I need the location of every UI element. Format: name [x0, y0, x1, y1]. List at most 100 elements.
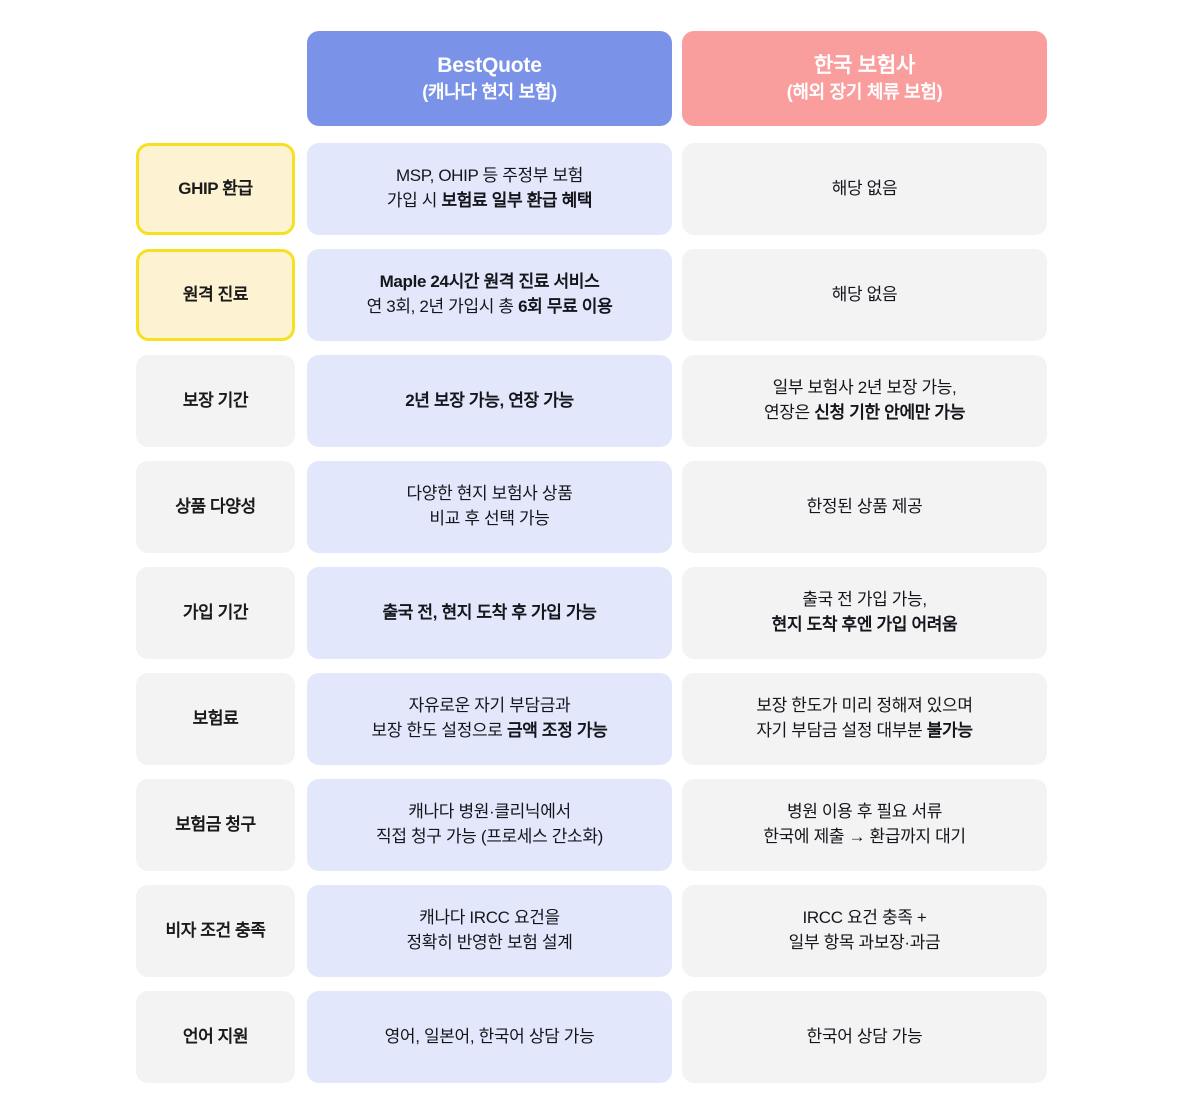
- korean-insurer-cell-2: 일부 보험사 2년 보장 가능, 연장은 신청 기한 안에만 가능: [682, 355, 1047, 447]
- korean-insurer-cell-6: 병원 이용 후 필요 서류 한국에 제출 → 환급까지 대기: [682, 779, 1047, 871]
- column-gap: [295, 673, 307, 765]
- cell-line: IRCC 요건 충족 +: [802, 908, 927, 928]
- row-label-text: 상품 다양성: [175, 496, 256, 516]
- korean-insurer-cell-1: 해당 없음: [682, 249, 1047, 341]
- row-label-text: 보험료: [192, 708, 239, 728]
- row-label-4: 가입 기간: [136, 567, 295, 659]
- table-row: 언어 지원 영어, 일본어, 한국어 상담 가능 한국어 상담 가능: [136, 991, 1047, 1083]
- header-bestquote-subtitle: (캐나다 현지 보험): [422, 82, 557, 103]
- cell-line: 연 3회, 2년 가입시 총 6회 무료 이용: [366, 297, 613, 316]
- korean-insurer-cell-0: 해당 없음: [682, 143, 1047, 235]
- cell-line: 일부 항목 과보장·과금: [788, 933, 941, 952]
- row-label-7: 비자 조건 충족: [136, 885, 295, 977]
- cell-line: 병원 이용 후 필요 서류: [786, 802, 943, 822]
- row-label-text: 원격 진료: [182, 284, 249, 304]
- bestquote-cell-2: 2년 보장 가능, 연장 가능: [307, 355, 672, 447]
- table-row: 보험료 자유로운 자기 부담금과 보장 한도 설정으로 금액 조정 가능 보장 한도가…: [136, 673, 1047, 765]
- header-bestquote: BestQuote (캐나다 현지 보험): [307, 31, 672, 126]
- table-row: 보장 기간 2년 보장 가능, 연장 가능 일부 보험사 2년 보장 가능, 연장은 …: [136, 355, 1047, 447]
- cell-line: 일부 보험사 2년 보장 가능,: [772, 378, 957, 398]
- cell-line: 연장은 신청 기한 안에만 가능: [764, 403, 965, 422]
- table-row: 가입 기간 출국 전, 현지 도착 후 가입 가능 출국 전 가입 가능, 현지 도착…: [136, 567, 1047, 659]
- cell-line: 다양한 현지 보험사 상품: [406, 484, 573, 504]
- column-gap: [672, 779, 682, 871]
- row-label-text: 언어 지원: [182, 1026, 249, 1046]
- column-gap: [672, 355, 682, 447]
- cell-line: MSP, OHIP 등 주정부 보험: [395, 166, 584, 186]
- cell-line: 자유로운 자기 부담금과: [408, 696, 571, 716]
- cell-line: 해당 없음: [831, 178, 898, 198]
- column-gap: [295, 885, 307, 977]
- cell-line: Maple 24시간 원격 진료 서비스: [379, 272, 600, 292]
- cell-line: 가입 시 보험료 일부 환급 혜택: [386, 191, 593, 210]
- bestquote-cell-8: 영어, 일본어, 한국어 상담 가능: [307, 991, 672, 1083]
- cell-line: 자기 부담금 설정 대부분 불가능: [756, 721, 973, 740]
- header-korean-insurer: 한국 보험사 (해외 장기 체류 보험): [682, 31, 1047, 126]
- column-gap: [295, 991, 307, 1083]
- emphasis-text: 불가능: [926, 721, 973, 740]
- cell-line: 출국 전, 현지 도착 후 가입 가능: [382, 602, 597, 622]
- column-gap: [672, 991, 682, 1083]
- bestquote-cell-4: 출국 전, 현지 도착 후 가입 가능: [307, 567, 672, 659]
- column-gap: [295, 355, 307, 447]
- table-row: 보험금 청구 캐나다 병원·클리닉에서 직접 청구 가능 (프로세스 간소화) 병원 …: [136, 779, 1047, 871]
- row-label-text: 보장 기간: [182, 390, 249, 410]
- column-gap: [672, 143, 682, 235]
- row-label-text: 보험금 청구: [175, 814, 256, 834]
- cell-line: 한국어 상담 가능: [806, 1026, 923, 1046]
- cell-line: 정확히 반영한 보험 설계: [406, 933, 573, 952]
- cell-line: 직접 청구 가능 (프로세스 간소화): [376, 827, 603, 846]
- header-korean-insurer-subtitle: (해외 장기 체류 보험): [786, 82, 943, 103]
- emphasis-text: 금액 조정 가능: [506, 721, 608, 740]
- cell-line: 캐나다 병원·클리닉에서: [408, 802, 571, 822]
- column-gap: [295, 461, 307, 553]
- header-label-blank: [136, 31, 295, 126]
- column-gap: [672, 31, 682, 126]
- cell-line: 캐나다 IRCC 요건을: [419, 908, 560, 928]
- header-korean-insurer-title: 한국 보험사: [813, 53, 916, 77]
- row-label-text: 가입 기간: [182, 602, 249, 622]
- row-label-2: 보장 기간: [136, 355, 295, 447]
- emphasis-text: 6회 무료 이용: [518, 297, 613, 316]
- korean-insurer-cell-4: 출국 전 가입 가능, 현지 도착 후엔 가입 어려움: [682, 567, 1047, 659]
- table-header-row: BestQuote (캐나다 현지 보험) 한국 보험사 (해외 장기 체류 보…: [136, 31, 1047, 126]
- row-label-3: 상품 다양성: [136, 461, 295, 553]
- column-gap: [295, 249, 307, 341]
- emphasis-text: 신청 기한 안에만 가능: [814, 403, 965, 422]
- korean-insurer-cell-8: 한국어 상담 가능: [682, 991, 1047, 1083]
- row-label-text: GHIP 환급: [178, 178, 253, 198]
- table-row: 비자 조건 충족 캐나다 IRCC 요건을 정확히 반영한 보험 설계 IRCC 요건…: [136, 885, 1047, 977]
- row-label-6: 보험금 청구: [136, 779, 295, 871]
- bestquote-cell-5: 자유로운 자기 부담금과 보장 한도 설정으로 금액 조정 가능: [307, 673, 672, 765]
- cell-line: 출국 전 가입 가능,: [802, 590, 927, 610]
- emphasis-text: 보험료 일부 환급 혜택: [441, 191, 593, 210]
- column-gap: [672, 885, 682, 977]
- header-bestquote-title: BestQuote: [437, 53, 542, 77]
- column-gap: [672, 461, 682, 553]
- cell-line: 한정된 상품 제공: [806, 496, 923, 516]
- cell-line: 영어, 일본어, 한국어 상담 가능: [384, 1026, 595, 1046]
- korean-insurer-cell-3: 한정된 상품 제공: [682, 461, 1047, 553]
- column-gap: [672, 249, 682, 341]
- column-gap: [295, 779, 307, 871]
- cell-line: 비교 후 선택 가능: [429, 509, 550, 528]
- row-label-1: 원격 진료: [136, 249, 295, 341]
- column-gap: [295, 567, 307, 659]
- cell-line: 보장 한도가 미리 정해져 있으며: [756, 696, 973, 716]
- cell-line: 현지 도착 후엔 가입 어려움: [771, 615, 958, 634]
- row-label-text: 비자 조건 충족: [165, 920, 266, 940]
- cell-line: 2년 보장 가능, 연장 가능: [405, 390, 574, 410]
- korean-insurer-cell-7: IRCC 요건 충족 + 일부 항목 과보장·과금: [682, 885, 1047, 977]
- row-label-8: 언어 지원: [136, 991, 295, 1083]
- row-label-0: GHIP 환급: [136, 143, 295, 235]
